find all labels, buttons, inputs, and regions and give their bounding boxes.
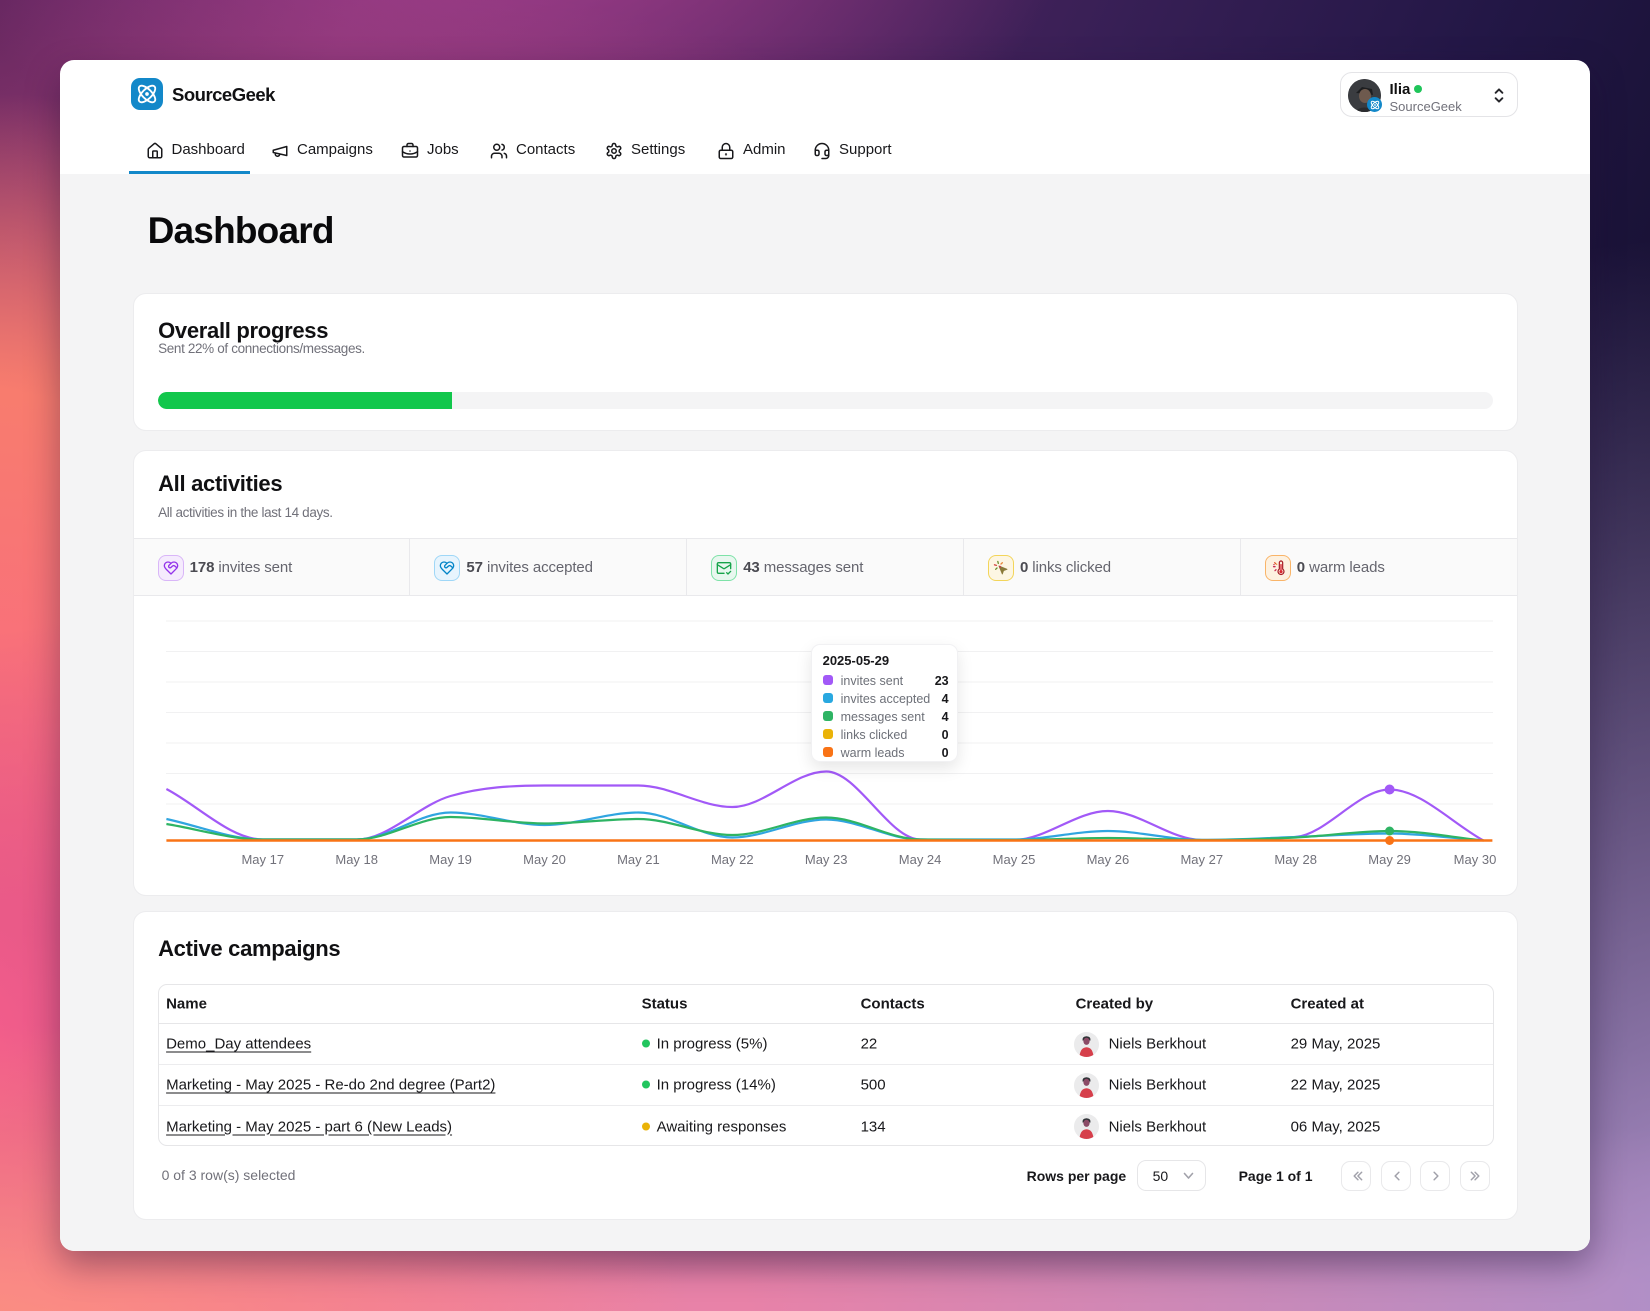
svg-text:May 30: May 30 (1453, 852, 1496, 867)
svg-text:May 24: May 24 (898, 852, 941, 867)
svg-text:May 25: May 25 (992, 852, 1035, 867)
svg-text:May 21: May 21 (617, 852, 660, 867)
svg-text:May 23: May 23 (804, 852, 847, 867)
svg-text:May 20: May 20 (523, 852, 566, 867)
svg-text:May 26: May 26 (1086, 852, 1129, 867)
svg-text:May 17: May 17 (241, 852, 284, 867)
svg-text:May 18: May 18 (335, 852, 378, 867)
svg-text:May 22: May 22 (711, 852, 754, 867)
svg-text:May 28: May 28 (1274, 852, 1317, 867)
svg-text:May 29: May 29 (1368, 852, 1411, 867)
svg-text:May 27: May 27 (1180, 852, 1223, 867)
svg-text:May 19: May 19 (429, 852, 472, 867)
